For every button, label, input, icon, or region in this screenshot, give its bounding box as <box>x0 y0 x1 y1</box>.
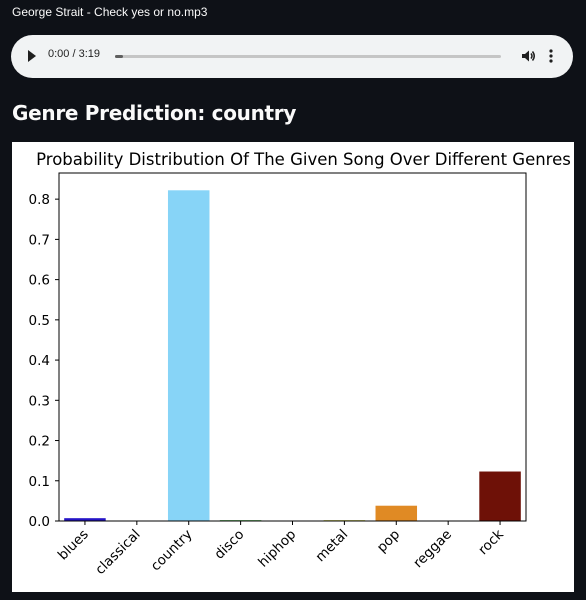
chart-title: Probability Distribution Of The Given So… <box>36 150 571 169</box>
plot-frame <box>58 172 527 522</box>
y-tick-label-0.2: 0.2 <box>29 434 50 450</box>
time-display: 0:00 / 3:19 <box>48 48 100 60</box>
chart-panel: Probability Distribution Of The Given So… <box>12 142 574 592</box>
more-vert-icon[interactable] <box>548 48 554 64</box>
bar-rock <box>479 471 521 521</box>
genre-probability-chart: Probability Distribution Of The Given So… <box>29 150 571 578</box>
bar-country <box>167 190 210 521</box>
x-tick-label-reggae: reggae <box>410 527 455 572</box>
y-tick-label-0.3: 0.3 <box>29 393 50 409</box>
audio-player[interactable]: 0:00 / 3:19 <box>11 35 573 78</box>
file-name-label: George Strait - Check yes or no.mp3 <box>12 5 208 19</box>
seek-bar[interactable] <box>115 55 501 58</box>
x-tick-label-pop: pop <box>374 527 403 556</box>
y-tick-label-0.1: 0.1 <box>29 474 50 490</box>
seek-bar-fill <box>115 55 123 58</box>
y-tick-label-0.5: 0.5 <box>29 313 50 329</box>
x-tick-label-country: country <box>148 527 196 575</box>
x-tick-label-metal: metal <box>312 527 351 566</box>
y-tick-label-0.7: 0.7 <box>29 232 50 248</box>
bar-blues <box>64 518 106 521</box>
x-tick-label-rock: rock <box>475 526 507 558</box>
x-tick-label-hiphop: hiphop <box>255 527 299 571</box>
x-tick-label-disco: disco <box>211 527 247 563</box>
y-tick-label-0.4: 0.4 <box>29 353 50 369</box>
bar-pop <box>375 505 418 521</box>
x-tick-label-classical: classical <box>92 527 143 578</box>
x-tick-label-blues: blues <box>55 527 92 564</box>
y-tick-label-0.8: 0.8 <box>29 192 50 208</box>
play-icon[interactable] <box>28 50 36 62</box>
y-tick-label-0.0: 0.0 <box>29 514 50 530</box>
genre-prediction-heading: Genre Prediction: country <box>12 101 297 125</box>
y-tick-label-0.6: 0.6 <box>29 273 50 289</box>
volume-icon[interactable] <box>520 48 536 64</box>
